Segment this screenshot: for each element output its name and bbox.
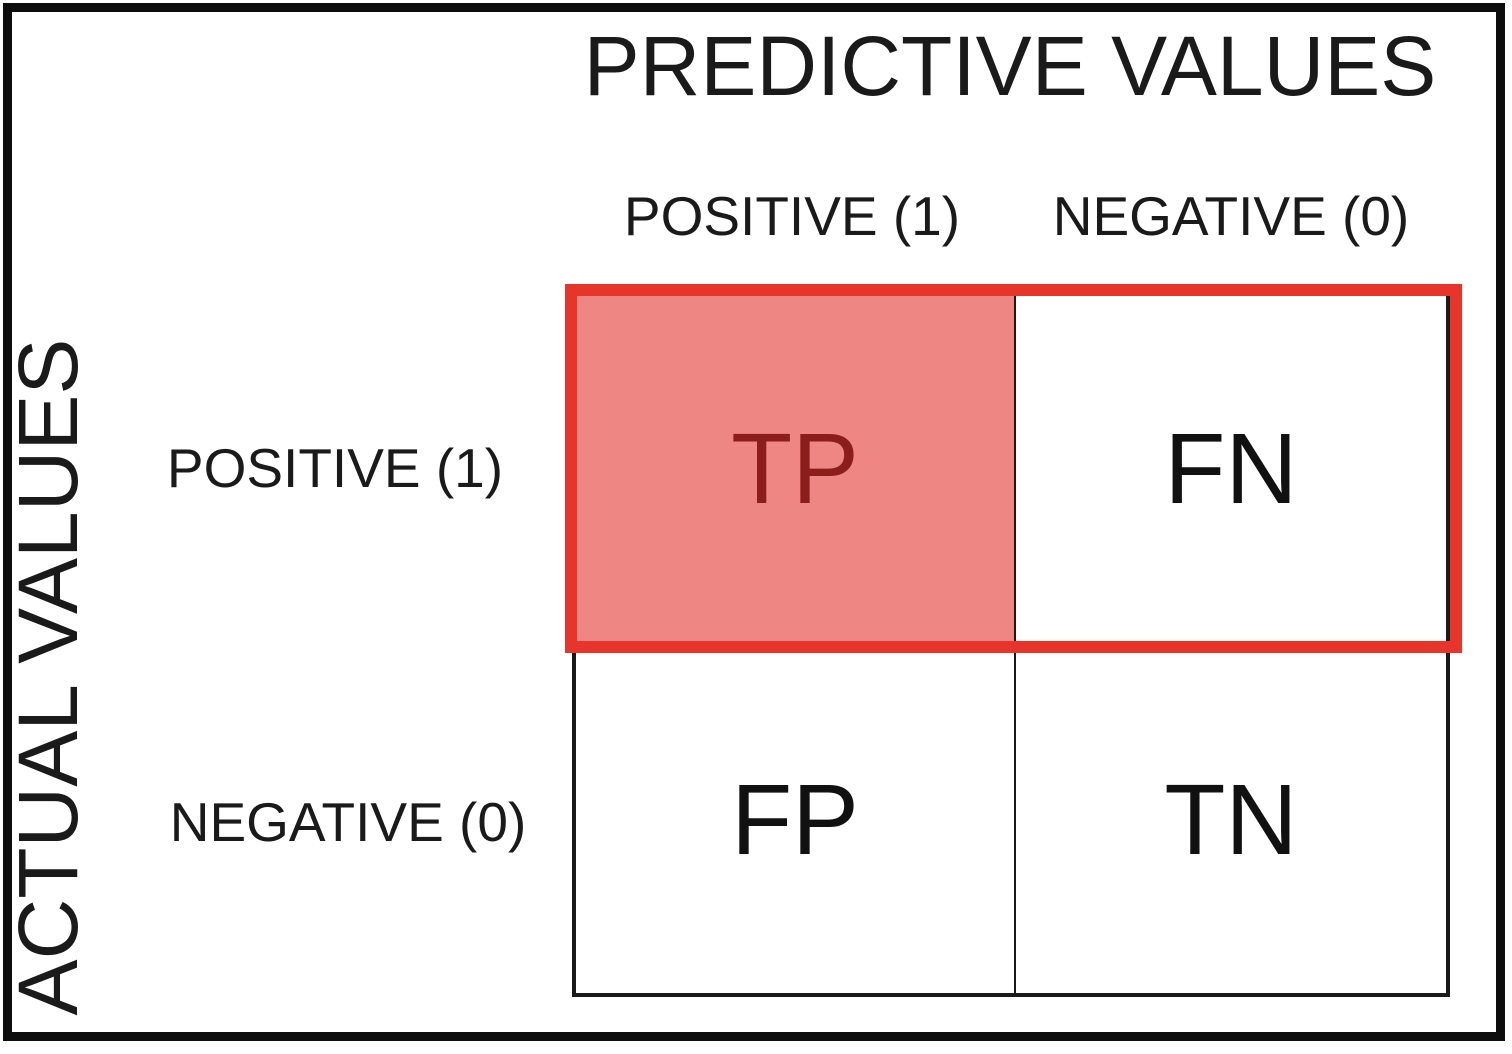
cell-true-negative: TN	[1015, 646, 1447, 994]
confusion-matrix-grid: TP FN FP TN	[572, 290, 1450, 997]
cell-true-positive: TP	[575, 293, 1015, 646]
row-header-negative: NEGATIVE (0)	[169, 790, 527, 853]
column-header-negative: NEGATIVE (0)	[1052, 185, 1410, 247]
predictive-values-title: PREDICTIVE VALUES	[583, 19, 1437, 113]
column-header-positive: POSITIVE (1)	[623, 185, 961, 247]
cell-false-positive: FP	[575, 646, 1015, 994]
row-header-positive: POSITIVE (1)	[166, 436, 504, 499]
cell-false-negative: FN	[1015, 293, 1447, 646]
actual-values-axis-label: ACTUAL VALUES	[1, 338, 95, 1016]
